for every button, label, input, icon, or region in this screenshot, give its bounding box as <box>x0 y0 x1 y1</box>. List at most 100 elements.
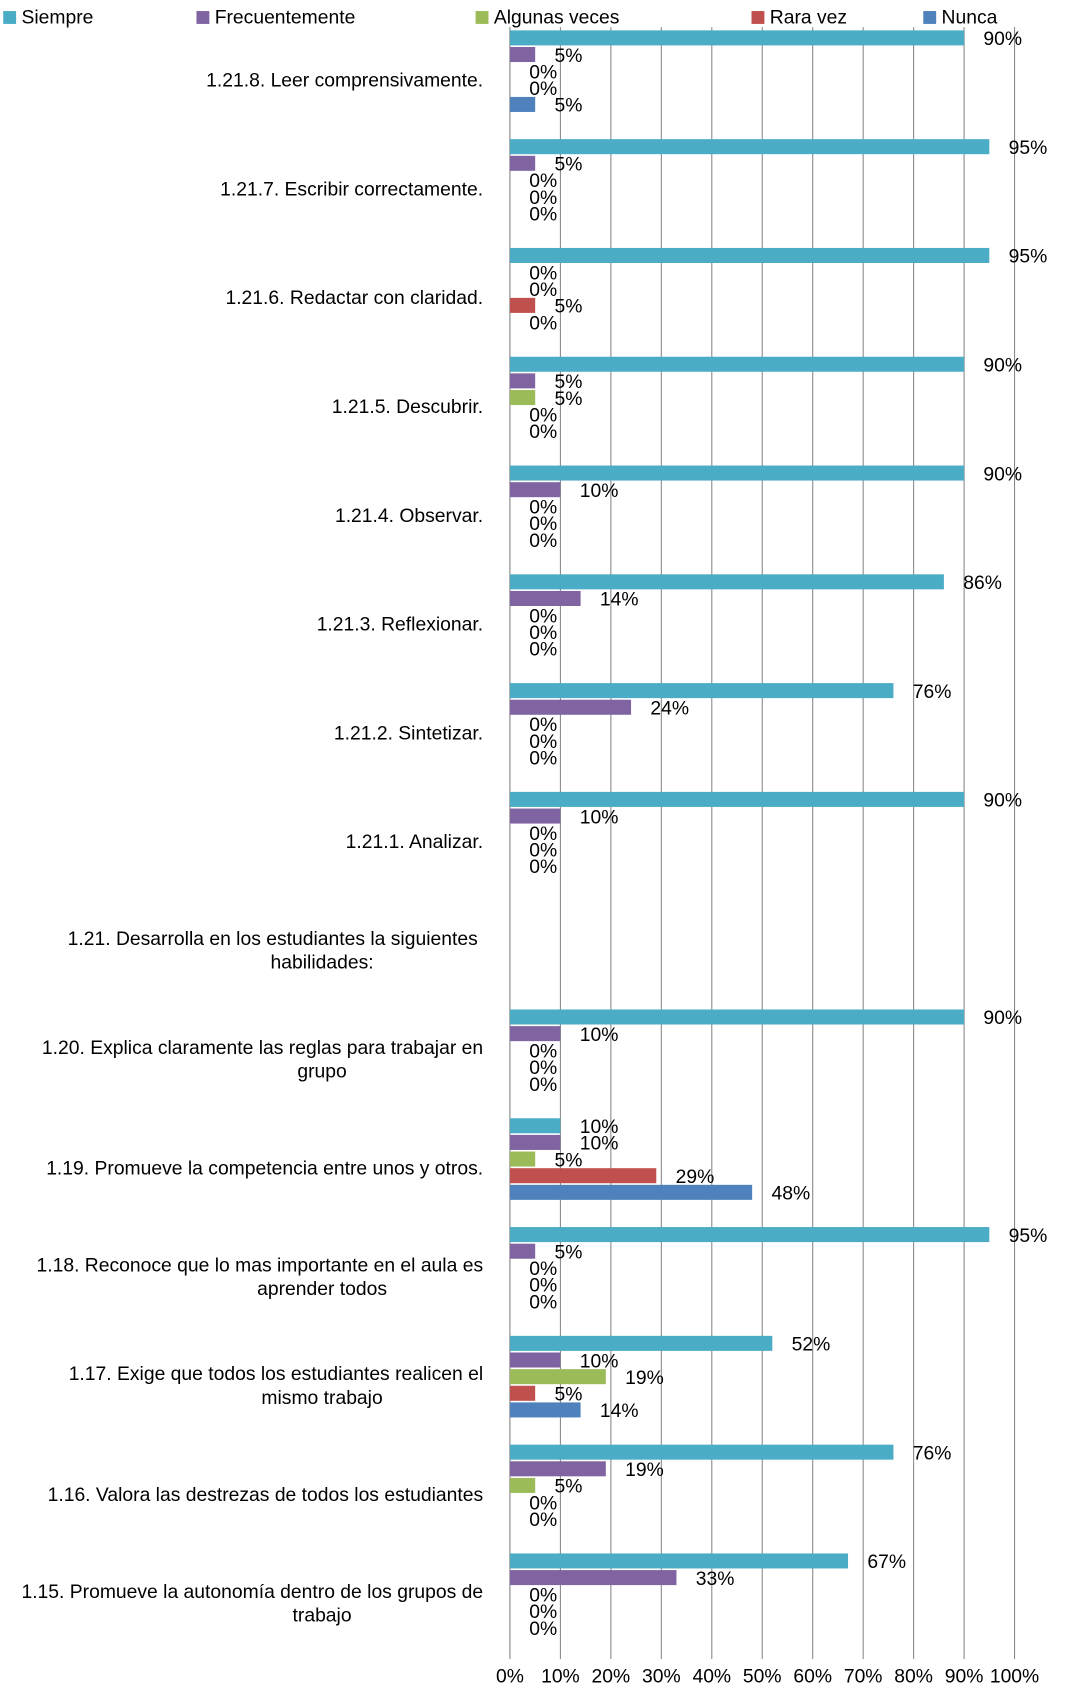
x-tick-label: 70% <box>844 1666 883 1684</box>
category-label: 1.21.8. Leer comprensivamente. <box>206 71 483 92</box>
bar <box>509 356 965 372</box>
data-label: 0% <box>529 171 557 192</box>
category-label: 1.20. Explica claramente las reglas para… <box>42 1038 483 1083</box>
data-label: 33% <box>696 1569 735 1590</box>
legend-swatch <box>196 11 210 24</box>
bar <box>509 139 990 155</box>
label-line: aprender todos <box>257 1279 387 1300</box>
x-tick-label: 40% <box>692 1666 731 1684</box>
x-tick-label: 100% <box>990 1666 1039 1684</box>
category-label: 1.15. Promueve la autonomía dentro de lo… <box>21 1582 483 1627</box>
data-label: 76% <box>913 682 952 703</box>
data-label: 0% <box>529 1058 557 1079</box>
data-label: 0% <box>529 405 557 426</box>
category-label: 1.21.5. Descubrir. <box>332 397 483 418</box>
bar <box>509 247 990 263</box>
x-tick-label: 0% <box>496 1666 524 1684</box>
data-label: 10% <box>580 1117 619 1138</box>
data-label: 10% <box>580 481 619 502</box>
data-label: 90% <box>983 791 1022 812</box>
legend-swatch <box>923 11 937 24</box>
label-line: grupo <box>297 1062 346 1083</box>
x-tick-label: 90% <box>945 1666 984 1684</box>
legend-swatch <box>475 11 489 24</box>
data-label: 0% <box>529 857 557 878</box>
data-label: 0% <box>529 1075 557 1096</box>
label-line: 1.17. Exige que todos los estudiantes re… <box>69 1364 483 1385</box>
data-label: 0% <box>529 263 557 284</box>
bar <box>509 590 581 606</box>
data-label: 10% <box>580 807 619 828</box>
bar <box>509 1026 561 1042</box>
category-label: 1.21.2. Sintetizar. <box>334 723 483 744</box>
x-tick-label: 30% <box>642 1666 681 1684</box>
data-label: 52% <box>792 1335 831 1356</box>
data-label: 0% <box>529 1510 557 1531</box>
data-label: 5% <box>555 46 583 67</box>
bar <box>509 1553 849 1569</box>
bar <box>509 482 561 498</box>
bar <box>509 1385 536 1401</box>
data-label: 67% <box>867 1552 906 1573</box>
data-label: 0% <box>529 824 557 845</box>
data-label: 0% <box>529 422 557 443</box>
data-label: 86% <box>963 573 1002 594</box>
label-line: mismo trabajo <box>261 1388 382 1409</box>
data-label: 14% <box>600 590 639 611</box>
data-label: 10% <box>580 1351 619 1372</box>
data-label: 0% <box>529 841 557 862</box>
data-label: 0% <box>529 715 557 736</box>
legend-label: Rara vez <box>770 8 847 29</box>
label-line: 1.15. Promueve la autonomía dentro de lo… <box>21 1582 483 1603</box>
bar <box>509 1461 606 1477</box>
data-label: 0% <box>529 1585 557 1606</box>
category-label: 1.21.4. Observar. <box>335 506 483 527</box>
label-line: 1.20. Explica claramente las reglas para… <box>42 1038 483 1059</box>
data-label: 5% <box>555 155 583 176</box>
data-label: 0% <box>529 1493 557 1514</box>
data-label: 24% <box>650 699 689 720</box>
data-label: 0% <box>529 79 557 100</box>
x-tick-label: 20% <box>592 1666 631 1684</box>
bar <box>509 1335 773 1351</box>
category-label: 1.21. Desarrolla en los estudiantes la s… <box>68 929 483 974</box>
category-label: 1.21.6. Redactar con claridad. <box>225 288 483 309</box>
data-label: 10% <box>580 1025 619 1046</box>
data-label: 0% <box>529 1602 557 1623</box>
category-label: 1.16. Valora las destrezas de todos los … <box>48 1485 484 1506</box>
label-line: trabajo <box>293 1606 352 1627</box>
bar <box>509 683 894 699</box>
data-label: 0% <box>529 606 557 627</box>
bar <box>509 1151 536 1167</box>
data-label: 0% <box>529 1619 557 1640</box>
data-label: 90% <box>983 29 1022 50</box>
data-label: 0% <box>529 188 557 209</box>
data-label: 0% <box>529 1276 557 1297</box>
label-line: 1.18. Reconoce que lo mas importante en … <box>36 1256 483 1277</box>
data-label: 5% <box>555 1242 583 1263</box>
data-label: 90% <box>983 464 1022 485</box>
bar <box>509 1402 581 1418</box>
bar <box>509 1570 677 1586</box>
data-label: 95% <box>1009 247 1048 268</box>
legend-swatch <box>3 11 17 24</box>
category-label: 1.18. Reconoce que lo mas importante en … <box>36 1256 483 1301</box>
legend-label: Nunca <box>942 8 998 29</box>
bar <box>509 699 632 715</box>
bar <box>509 808 561 824</box>
bar <box>509 390 536 406</box>
data-label: 10% <box>580 1134 619 1155</box>
data-label: 5% <box>555 389 583 410</box>
x-tick-label: 60% <box>793 1666 832 1684</box>
x-tick-label: 80% <box>894 1666 933 1684</box>
bar <box>509 1444 894 1460</box>
data-label: 0% <box>529 498 557 519</box>
x-tick-label: 10% <box>541 1666 580 1684</box>
data-label: 0% <box>529 640 557 661</box>
category-label: 1.17. Exige que todos los estudiantes re… <box>69 1364 483 1409</box>
legend-label: Siempre <box>21 8 93 29</box>
data-label: 0% <box>529 62 557 83</box>
bar <box>509 574 944 590</box>
data-label: 14% <box>600 1401 639 1422</box>
